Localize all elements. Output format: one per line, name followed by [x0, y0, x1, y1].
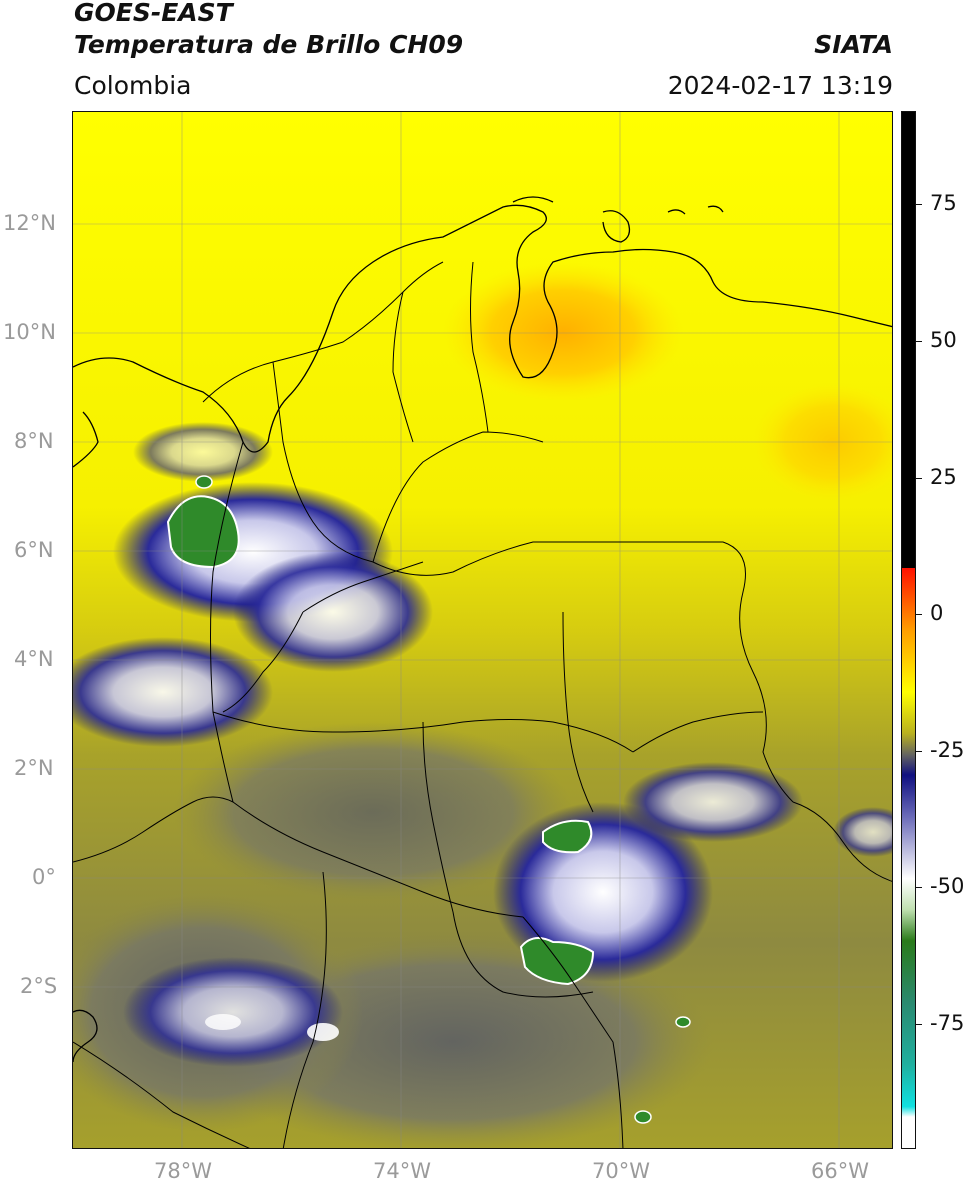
lat-tick: 0°: [32, 865, 56, 889]
datetime-label: 2024-02-17 13:19: [667, 71, 893, 100]
colorbar: [901, 111, 916, 1149]
colorbar-label: 50: [930, 328, 957, 352]
admin-borders: [73, 261, 892, 1148]
lat-tick: 10°N: [3, 320, 56, 344]
lat-tick: 4°N: [14, 647, 54, 671]
lon-tick: 70°W: [592, 1159, 650, 1183]
lon-tick: 74°W: [373, 1159, 431, 1183]
lon-tick: 66°W: [811, 1159, 869, 1183]
product-title: Temperatura de Brillo CH09: [74, 30, 464, 59]
colorbar-label: 75: [930, 191, 957, 215]
lat-tick: 2°N: [14, 756, 54, 780]
lat-tick: 6°N: [14, 538, 54, 562]
lat-tick: 8°N: [14, 429, 54, 453]
satellite-map: [72, 111, 893, 1149]
colorbar-label: -75: [930, 1011, 965, 1035]
colorbar-label: 0: [930, 601, 944, 625]
lon-tick: 78°W: [154, 1159, 212, 1183]
coastlines: [73, 196, 892, 1063]
org-title: SIATA: [814, 30, 893, 59]
satellite-title: GOES-EAST: [74, 0, 233, 27]
region-label: Colombia: [74, 71, 192, 100]
brightness-temperature-image: [73, 112, 892, 1148]
colorbar-label: -25: [930, 738, 965, 762]
lat-tick: 12°N: [3, 211, 56, 235]
lat-tick: 2°S: [20, 974, 58, 998]
graticule: [73, 112, 892, 1148]
colorbar-label: 25: [930, 465, 957, 489]
colorbar-label: -50: [930, 874, 965, 898]
